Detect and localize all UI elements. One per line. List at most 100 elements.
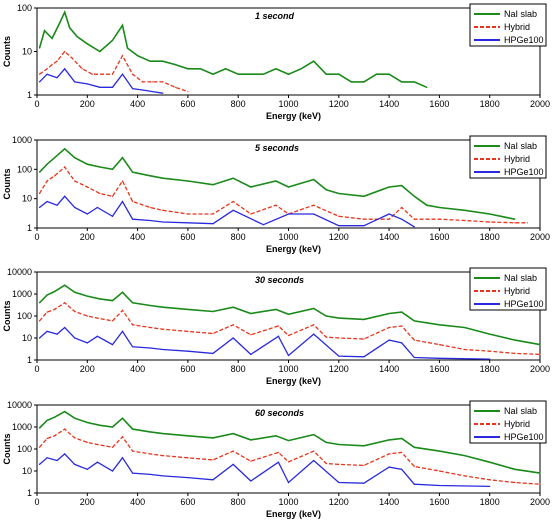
- plot-area: [36, 404, 541, 494]
- data-point: [275, 204, 277, 206]
- x-tick-label: 600: [180, 497, 195, 507]
- x-tick-label: 600: [180, 364, 195, 374]
- data-point: [137, 55, 139, 57]
- data-point: [149, 431, 151, 433]
- data-point: [526, 222, 529, 224]
- x-tick-label: 600: [180, 232, 195, 242]
- data-point: [232, 324, 234, 326]
- x-tick-label: 1600: [429, 232, 449, 242]
- data-point: [74, 437, 76, 439]
- x-axis-label: Energy (keV): [266, 376, 321, 386]
- data-point: [99, 298, 101, 300]
- data-point: [131, 200, 134, 203]
- data-point: [363, 356, 365, 358]
- data-point: [38, 192, 41, 195]
- y-tick-label: 10: [22, 466, 32, 476]
- data-point: [338, 317, 340, 319]
- series-line-hybrid: [39, 301, 541, 356]
- data-point: [187, 477, 189, 479]
- x-tick-label: 1200: [329, 364, 349, 374]
- data-point: [514, 352, 516, 354]
- series-line-nai-slab: [38, 147, 515, 220]
- data-point: [313, 204, 315, 206]
- data-point: [162, 455, 164, 457]
- data-point: [287, 461, 290, 463]
- data-point: [212, 332, 214, 335]
- x-tick-label: 800: [231, 497, 246, 507]
- data-point: [86, 43, 88, 45]
- data-point: [375, 73, 378, 75]
- data-point: [489, 461, 491, 463]
- data-point: [438, 324, 440, 326]
- legend-label: HPGe100: [504, 299, 544, 309]
- legend-label: Hybrid: [504, 286, 530, 296]
- x-tick-label: 1800: [480, 99, 500, 109]
- x-tick-label: 0: [34, 364, 39, 374]
- legend: NaI slab Hybrid HPGe100: [469, 3, 547, 47]
- data-point: [121, 24, 124, 26]
- data-point: [287, 334, 290, 337]
- data-point: [363, 464, 365, 466]
- data-point: [413, 356, 415, 359]
- x-tick-label: 0: [34, 232, 39, 242]
- y-tick-label: 100: [17, 164, 32, 174]
- data-point: [438, 344, 440, 346]
- data-point: [64, 453, 66, 455]
- data-point: [111, 39, 114, 41]
- data-point: [187, 68, 189, 70]
- data-point: [142, 89, 144, 91]
- x-tick-label: 600: [180, 99, 195, 109]
- data-point: [46, 73, 48, 75]
- data-point: [413, 320, 415, 322]
- data-point: [250, 186, 252, 188]
- data-point: [131, 346, 134, 348]
- x-tick-label: 200: [80, 497, 95, 507]
- chart-title: 60 seconds: [255, 408, 304, 418]
- x-tick-label: 200: [80, 232, 95, 242]
- legend-label: NaI slab: [504, 141, 537, 151]
- data-point: [250, 73, 252, 75]
- data-point: [438, 450, 440, 452]
- data-point: [99, 192, 101, 195]
- data-point: [401, 184, 403, 187]
- data-point: [413, 339, 415, 341]
- data-point: [149, 326, 151, 329]
- data-point: [401, 437, 403, 440]
- data-point: [38, 337, 41, 339]
- data-point: [121, 291, 124, 293]
- data-point: [489, 333, 491, 335]
- data-point: [277, 451, 280, 454]
- data-point: [74, 337, 76, 339]
- data-point: [187, 180, 189, 182]
- data-point: [539, 344, 541, 346]
- data-point: [131, 450, 134, 452]
- data-point: [438, 484, 440, 487]
- data-point: [388, 339, 390, 341]
- data-point: [232, 306, 234, 308]
- legend: NaI slab Hybrid HPGe100: [469, 135, 547, 179]
- data-point: [111, 344, 114, 346]
- data-point: [74, 157, 76, 159]
- data-point: [131, 73, 134, 75]
- data-point: [162, 177, 164, 179]
- data-point: [463, 348, 466, 351]
- data-point: [111, 426, 114, 428]
- data-point: [489, 485, 491, 487]
- data-point: [86, 213, 88, 215]
- data-point: [38, 320, 41, 322]
- data-point: [232, 200, 234, 203]
- data-point: [46, 68, 48, 70]
- y-axis-label: Counts: [2, 434, 12, 465]
- data-point: [489, 479, 491, 481]
- y-axis-label: Counts: [2, 169, 12, 200]
- data-point: [64, 148, 66, 150]
- chart-title: 5 seconds: [255, 143, 299, 153]
- data-point: [212, 479, 214, 481]
- data-point: [539, 483, 541, 485]
- data-point: [64, 11, 66, 13]
- series-line-hybrid: [39, 428, 541, 485]
- data-point: [514, 218, 516, 220]
- chart-panel-4: 0 200 400 600 800 1000 1200 1400 1600 1800 2000 1 10…: [2, 400, 550, 519]
- data-point: [388, 439, 390, 441]
- legend-label: NaI slab: [504, 9, 537, 19]
